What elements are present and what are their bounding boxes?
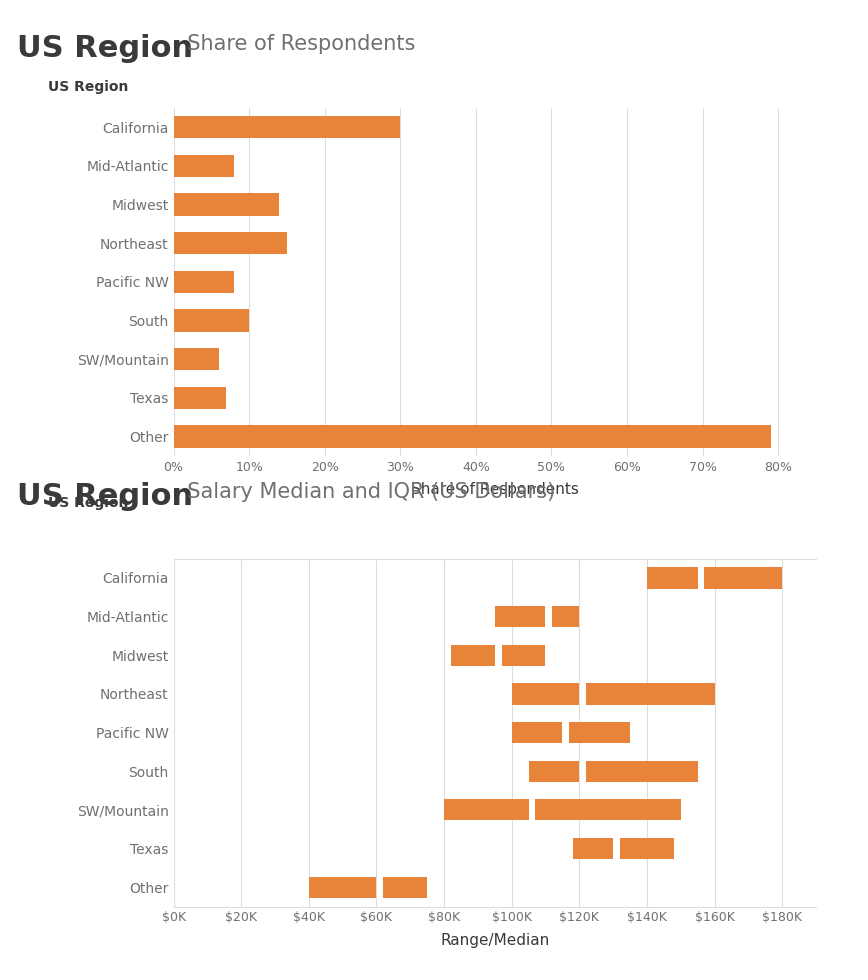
X-axis label: Share of Respondents: Share of Respondents [411, 482, 579, 497]
Bar [174, 193, 279, 216]
Text: US Region: US Region [49, 80, 128, 94]
Bar [573, 838, 613, 859]
Bar [383, 876, 427, 898]
Bar [174, 270, 234, 293]
Text: Share of Respondents: Share of Respondents [174, 34, 415, 54]
Bar [174, 232, 287, 254]
Bar [444, 800, 529, 820]
X-axis label: Range/Median: Range/Median [440, 933, 549, 948]
Bar [704, 567, 782, 589]
Text: US Region: US Region [49, 496, 128, 510]
Text: Salary Median and IQR (US Dollars): Salary Median and IQR (US Dollars) [174, 482, 555, 502]
Bar [174, 386, 227, 409]
Bar [309, 876, 377, 898]
Text: US Region: US Region [17, 34, 194, 64]
Bar [450, 645, 495, 665]
Bar [495, 606, 545, 627]
Bar [174, 155, 234, 177]
Bar [620, 838, 674, 859]
Bar [529, 760, 579, 782]
Bar [569, 722, 630, 743]
Bar [586, 683, 714, 705]
Bar [536, 800, 681, 820]
Bar [511, 722, 562, 743]
Bar [174, 116, 400, 138]
Bar [502, 645, 545, 665]
Text: US Region: US Region [17, 482, 194, 512]
Bar [174, 348, 219, 370]
Bar [174, 310, 249, 331]
Bar [174, 425, 771, 448]
Bar [552, 606, 579, 627]
Bar [511, 683, 579, 705]
Bar [647, 567, 698, 589]
Bar [586, 760, 698, 782]
